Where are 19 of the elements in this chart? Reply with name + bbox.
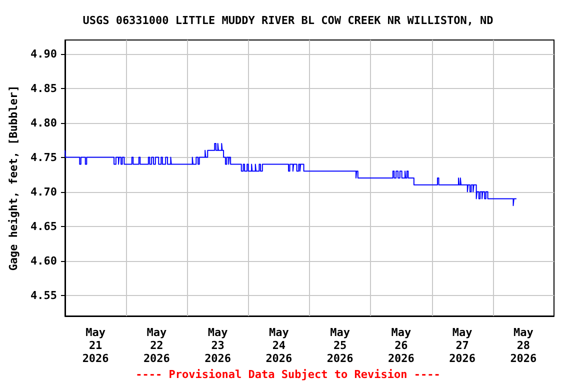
x-tick-label: May 21 2026 — [82, 326, 110, 365]
text: ---- Provisional Data Subject to Revision ---- — [136, 368, 440, 381]
y-axis-title: Gage height, feet, [Bubbler] — [7, 85, 20, 271]
x-tick-label: May 24 2026 — [266, 326, 293, 365]
x-tick-label: May 25 2026 — [326, 326, 354, 365]
y-tick-label: 4.90 — [30, 47, 57, 60]
y-tick-label: 4.85 — [30, 82, 57, 95]
y-tick-label: 4.60 — [30, 254, 57, 268]
x-tick-label: May 23 2026 — [204, 326, 232, 365]
x-tick-label: May 27 2026 — [449, 326, 476, 365]
y-tick-label: 4.65 — [30, 220, 57, 233]
y-tick-label: 4.80 — [30, 116, 57, 130]
x-tick-label: May 26 2026 — [388, 326, 415, 365]
y-tick-label: 4.75 — [30, 150, 57, 164]
x-tick-label: May 28 2026 — [510, 326, 538, 365]
chart-title: USGS 06331000 LITTLE MUDDY RIVER BL COW CREEK NR WILLISTON, ND — [82, 14, 494, 27]
x-tick-label: May 22 2026 — [143, 326, 170, 365]
y-tick-label: 4.55 — [30, 288, 57, 302]
y-tick-label: 4.70 — [30, 185, 57, 198]
